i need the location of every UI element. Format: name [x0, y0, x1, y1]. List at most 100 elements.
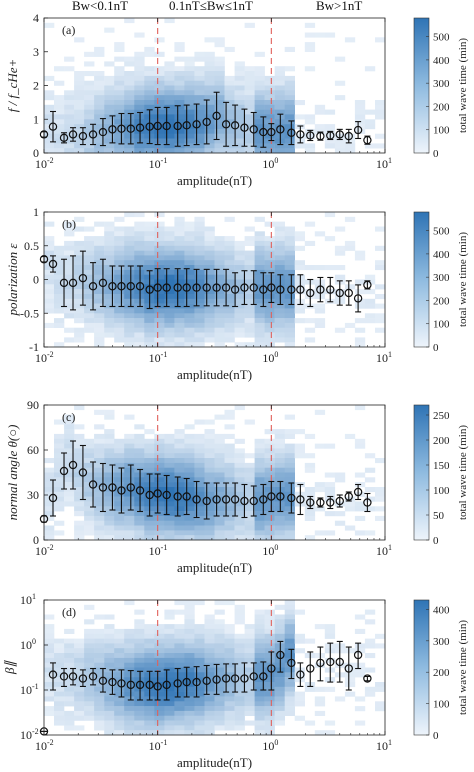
heatmap-cell — [44, 322, 55, 328]
heatmap-cell — [224, 114, 235, 120]
heatmap-cell — [284, 643, 295, 649]
heatmap-cell — [224, 662, 235, 668]
heatmap-cell — [144, 342, 155, 348]
heatmap-cell — [234, 462, 245, 468]
heatmap-cell — [174, 487, 185, 493]
heatmap-cell — [284, 245, 295, 251]
heatmap-cell — [274, 231, 285, 237]
heatmap-cell — [264, 467, 275, 473]
heatmap-cell — [174, 104, 185, 110]
heatmap-cell — [254, 80, 265, 86]
heatmap-cell — [94, 75, 105, 81]
heatmap-cell — [164, 236, 175, 242]
heatmap-cell — [134, 66, 145, 72]
heatmap-cell — [134, 530, 145, 536]
heatmap-cell — [44, 109, 55, 115]
heatmap-cell — [54, 696, 65, 702]
heatmap-cell — [74, 706, 85, 712]
heatmap-cell — [254, 236, 265, 242]
heatmap-cell — [134, 51, 145, 57]
heatmap-cell — [354, 438, 366, 444]
heatmap-cell — [194, 467, 205, 473]
heatmap-cell — [344, 284, 356, 290]
heatmap-cell — [214, 667, 225, 673]
x-axis-label: amplitude(nT) — [177, 755, 252, 770]
heatmap-cell — [64, 289, 75, 295]
heatmap-cell — [64, 260, 75, 266]
heatmap-cell — [44, 710, 55, 716]
heatmap-cell — [84, 236, 95, 242]
heatmap-cell — [224, 472, 235, 478]
heatmap-cell — [44, 691, 55, 697]
heatmap-cell — [284, 100, 295, 106]
heatmap-cell — [74, 138, 85, 144]
heatmap-cell — [204, 269, 215, 275]
heatmap-cell — [144, 453, 155, 459]
heatmap-cell — [164, 443, 175, 449]
heatmap-cell — [204, 61, 215, 67]
heatmap-cell — [84, 525, 95, 531]
median-marker — [68, 278, 78, 288]
heatmap-cell — [204, 75, 215, 81]
heatmap-cell — [304, 327, 316, 333]
median-marker — [326, 131, 335, 140]
heatmap-cell — [184, 66, 195, 72]
heatmap-cell — [214, 624, 225, 630]
heatmap-cell — [124, 56, 135, 62]
heatmap-cell — [124, 342, 135, 348]
heatmap-cell — [204, 294, 215, 300]
heatmap-cell — [164, 691, 175, 697]
heatmap-cell — [204, 701, 215, 707]
heatmap-cell — [254, 327, 265, 333]
heatmap-cell — [244, 289, 255, 295]
heatmap-cell — [124, 677, 135, 683]
heatmap-cell — [184, 530, 195, 536]
heatmap-cell — [164, 265, 175, 271]
heatmap-cell — [194, 506, 205, 512]
heatmap-cell — [204, 443, 215, 449]
heatmap-cell — [74, 715, 85, 721]
heatmap-cell — [144, 221, 155, 227]
heatmap-cell — [254, 682, 265, 688]
heatmap-cell — [94, 318, 105, 324]
heatmap-cell — [44, 269, 55, 275]
heatmap-cell — [214, 648, 225, 654]
heatmap-cell — [104, 95, 115, 101]
heatmap-cell — [104, 643, 115, 649]
heatmap-cell — [114, 725, 125, 731]
heatmap-cell — [124, 294, 135, 300]
heatmap-cell — [74, 525, 85, 531]
heatmap-cell — [74, 433, 85, 439]
heatmap-cell — [274, 313, 285, 319]
heatmap-cell — [244, 226, 255, 232]
heatmap-cell — [204, 467, 215, 473]
heatmap-cell — [64, 720, 75, 726]
heatmap-cell — [84, 458, 95, 464]
heatmap-cell — [204, 109, 215, 115]
heatmap-cell — [64, 725, 75, 731]
median-marker — [306, 288, 315, 298]
heatmap-cell — [44, 22, 55, 28]
heatmap-cell — [54, 80, 65, 86]
heatmap-cell — [154, 255, 165, 261]
heatmap-cell — [264, 720, 275, 726]
heatmap-cell — [194, 274, 205, 280]
heatmap-cell — [364, 467, 376, 473]
heatmap-cell — [134, 308, 145, 314]
heatmap-cell — [254, 51, 265, 57]
heatmap-cell — [54, 448, 65, 454]
heatmap-cell — [174, 114, 185, 120]
heatmap-cell — [144, 628, 155, 634]
x-tick-label: 10-2 — [35, 350, 54, 365]
heatmap-cell — [104, 530, 115, 536]
heatmap-cell — [124, 100, 135, 106]
heatmap-cell — [124, 240, 135, 246]
heatmap-cell — [204, 298, 215, 304]
median-marker — [249, 283, 258, 292]
y-tick-label: 0 — [33, 146, 39, 160]
heatmap-cell — [204, 429, 215, 435]
heatmap-cell — [154, 100, 165, 106]
heatmap-cell — [144, 104, 155, 110]
heatmap-cell — [64, 255, 75, 261]
heatmap-cell — [264, 477, 275, 483]
